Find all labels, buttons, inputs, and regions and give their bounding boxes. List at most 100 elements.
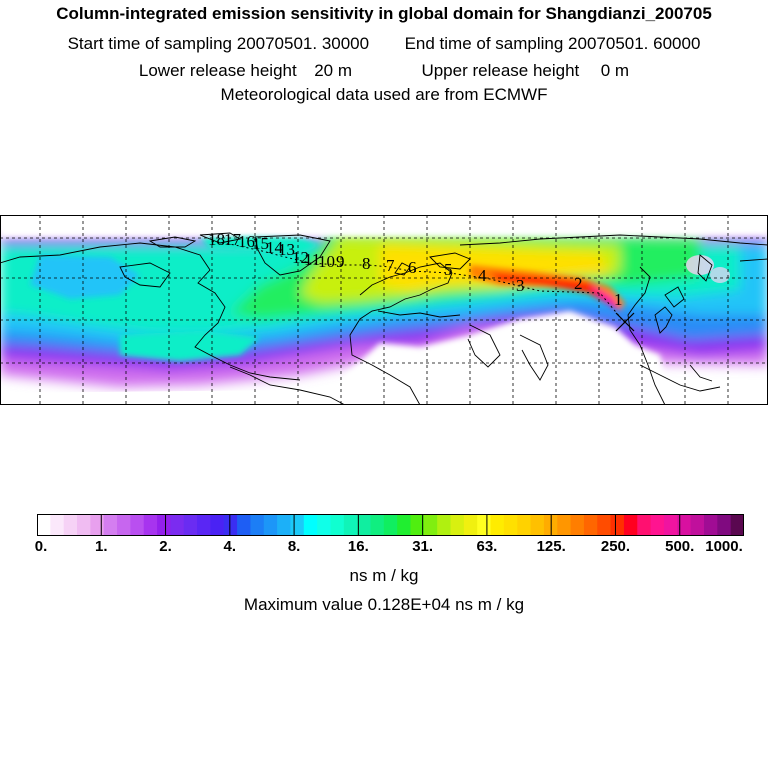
colorbar (37, 514, 744, 536)
trajectory-label: 12 (292, 248, 309, 267)
colorbar-frame (37, 514, 744, 536)
colorbar-tick-label: 63. (476, 538, 498, 555)
colorbar-swatch (597, 514, 612, 536)
colorbar-swatch (63, 514, 78, 536)
upper-release-label: Upper release height (421, 61, 580, 80)
colorbar-swatch (450, 514, 465, 536)
trajectory-label: 3 (516, 276, 525, 295)
upper-release-value: 0 m (600, 61, 630, 80)
lower-release-value: 20 m (314, 61, 352, 80)
colorbar-swatch (117, 514, 131, 536)
colorbar-swatch (583, 514, 598, 536)
colorbar-swatch (197, 514, 212, 536)
trajectory-label: 5 (444, 260, 453, 279)
trajectory-label: 13 (278, 240, 295, 259)
trajectory-label: 16 (238, 232, 255, 251)
sampling-times: Start time of sampling 20070501. 30000 E… (0, 34, 768, 54)
release-heights: Lower release height 20 m Upper release … (0, 61, 768, 81)
colorbar-swatch (650, 514, 665, 536)
trajectory-label: 10 (318, 252, 335, 271)
trajectory-label: 18 (208, 230, 225, 249)
trajectory-label: 11 (304, 250, 320, 269)
colorbar-swatch (717, 514, 732, 536)
maximum-value: Maximum value 0.128E+04 ns m / kg (243, 595, 525, 614)
colorbar-tick-label: 31. (412, 538, 434, 555)
low-sensitivity-regions (0, 215, 768, 405)
colorbar-swatch (637, 514, 652, 536)
start-time-value: 20070501. 30000 (236, 34, 370, 53)
colorbar-swatch (130, 514, 145, 536)
colorbar-swatch (37, 514, 51, 536)
colorbar-swatch (610, 514, 625, 536)
colorbar-swatch (530, 514, 545, 536)
trajectory-label: 2 (574, 274, 583, 293)
colorbar-tick-label: 16. (347, 538, 369, 555)
trajectory-label: 8 (362, 254, 371, 273)
colorbar-swatch (90, 514, 105, 536)
trajectory-label: 1 (614, 290, 623, 309)
colorbar-tick-label: 4. (223, 538, 237, 555)
colorbar-swatch (517, 514, 532, 536)
colorbar-swatch (423, 514, 438, 536)
colorbar-swatch (143, 514, 158, 536)
colorbar-swatch (210, 514, 225, 536)
colorbar-swatch (557, 514, 572, 536)
receptor-marker (615, 312, 635, 332)
colorbar-swatch (277, 514, 292, 536)
colorbar-swatch (490, 514, 505, 536)
end-time-value: 20070501. 60000 (568, 34, 701, 53)
colorbar-swatch (690, 514, 705, 536)
colorbar-swatch (223, 514, 238, 536)
colorbar-swatch (263, 514, 278, 536)
plume-core (30, 233, 625, 361)
colorbar-swatch (677, 514, 692, 536)
colorbar-swatch (730, 514, 744, 536)
colorbar-swatch (237, 514, 252, 536)
colorbar-swatch (103, 514, 118, 536)
trajectory-label: 7 (386, 256, 395, 275)
colorbar-unit: ns m / kg (349, 566, 419, 585)
trajectory-label: 9 (336, 252, 345, 271)
colorbar-tick-label: 500. (665, 538, 695, 555)
map-title: Column-integrated emission sensitivity i… (56, 4, 712, 23)
end-time-label: End time of sampling (404, 34, 564, 53)
start-time-label: Start time of sampling (67, 34, 232, 53)
colorbar-swatch (330, 514, 345, 536)
colorbar-swatch (50, 514, 65, 536)
colorbar-swatch (183, 514, 198, 536)
colorbar-swatch (410, 514, 425, 536)
colorbar-swatch (437, 514, 452, 536)
colorbar-swatch (623, 514, 638, 536)
trajectory-label: 4 (478, 266, 487, 285)
colorbar-tick-label: 1. (95, 538, 108, 555)
colorbar-tick-label: 125. (536, 538, 566, 555)
colorbar-tick-labels: 0. 1. 2. 4. 8. 16. 31. 63. 125. 250. 500. 1000. (0, 538, 768, 560)
colorbar-tick-label: 250. (600, 538, 631, 555)
colorbar-swatch (503, 514, 518, 536)
coastlines (0, 232, 768, 405)
colorbar-swatch (477, 514, 492, 536)
colorbar-tick-label: 0. (34, 538, 48, 555)
colorbar-swatch (397, 514, 412, 536)
colorbar-swatch (290, 514, 305, 536)
trajectory-label: 6 (408, 258, 417, 277)
meteo-source: Meteorological data used are from ECMWF (220, 85, 548, 104)
colorbar-swatch (157, 514, 171, 536)
lower-release-label: Lower release height (138, 61, 297, 80)
colorbar-swatch (663, 514, 678, 536)
colorbar-tick-label: 8. (287, 538, 301, 555)
colorbar-swatch (250, 514, 265, 536)
trajectory-label: 17 (224, 230, 242, 249)
trajectory-label: 14 (266, 238, 284, 257)
colorbar-swatch (77, 514, 91, 536)
colorbar-swatch (317, 514, 332, 536)
colorbar-swatch (343, 514, 358, 536)
colorbar-swatch (357, 514, 372, 536)
colorbar-tick-label: 1000. (705, 538, 743, 555)
colorbar-swatch (383, 514, 398, 536)
colorbar-swatch (303, 514, 318, 536)
colorbar-swatch (463, 514, 478, 536)
colorbar-tick-label: 2. (159, 538, 172, 555)
